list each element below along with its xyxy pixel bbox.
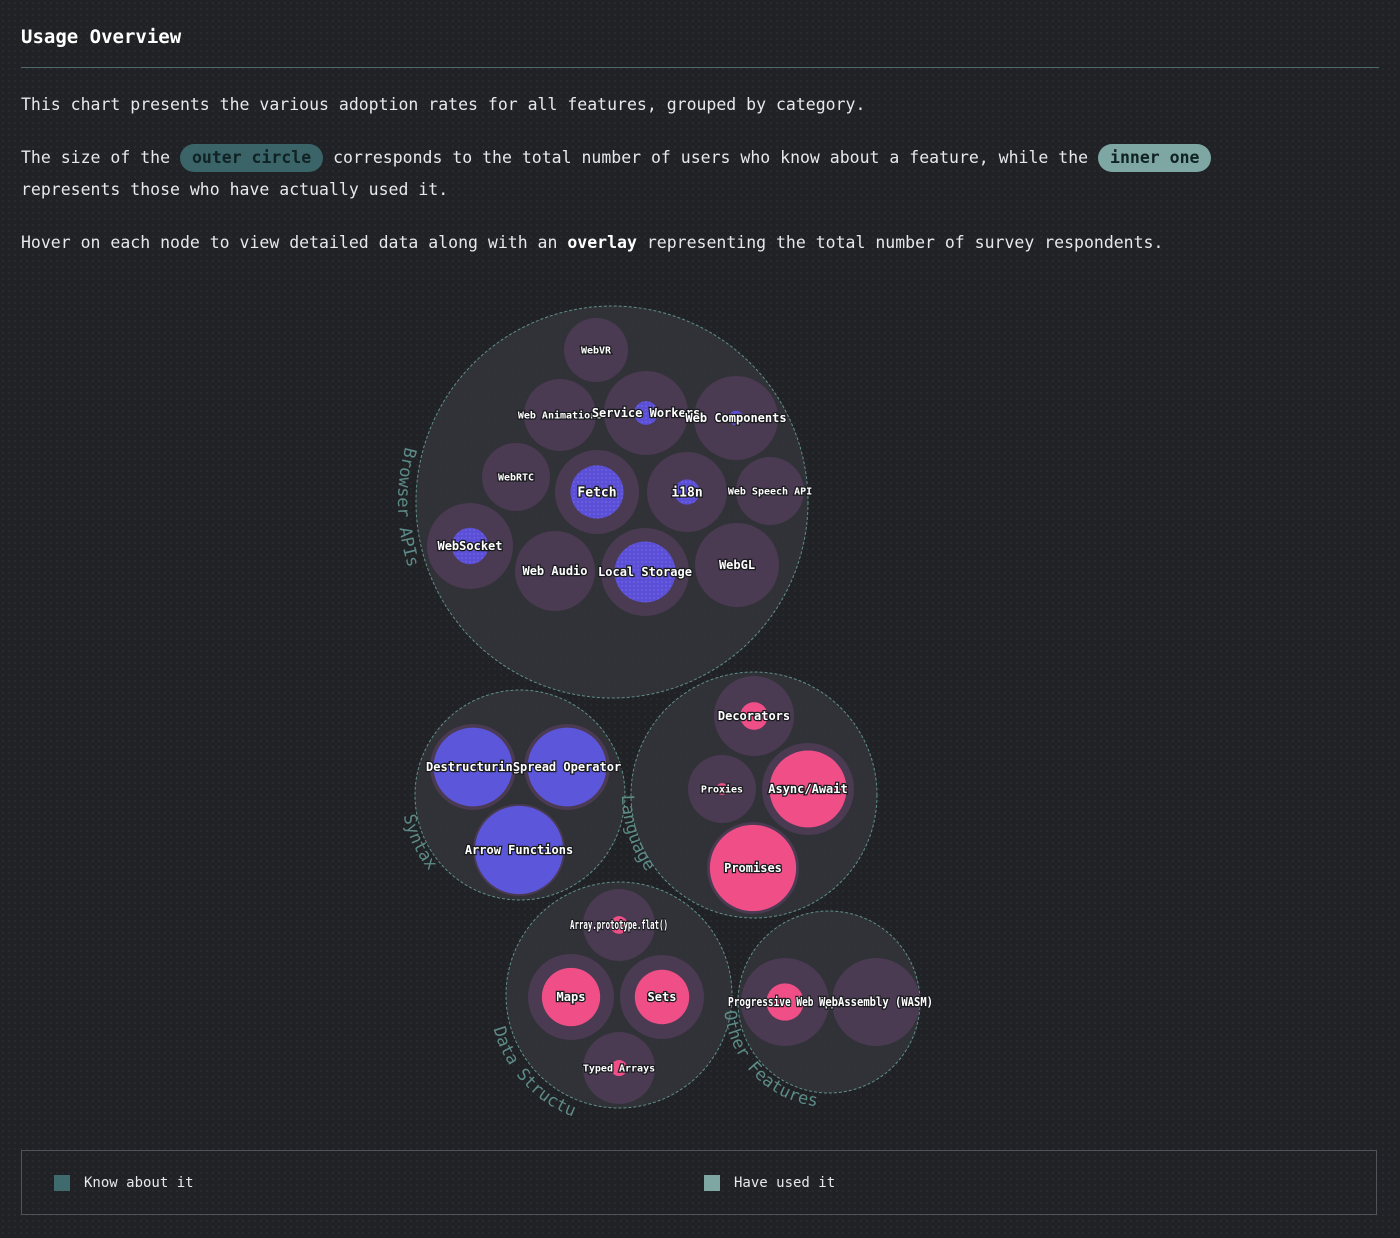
legend-swatch-know <box>54 1175 70 1191</box>
intro-paragraph-2: The size of the outer circle corresponds… <box>21 142 1361 206</box>
feature-used-circle-websocket[interactable] <box>451 527 489 565</box>
feature-label-decorators: Decorators <box>718 709 790 723</box>
feature-label-webrtc: WebRTC <box>498 473 534 484</box>
feature-label-service-workers: Service Workers <box>592 406 700 420</box>
legend-swatch-used <box>704 1175 720 1191</box>
feature-used-circle-web-audio[interactable] <box>551 567 559 575</box>
feature-used-circle-promises[interactable] <box>709 824 797 912</box>
feature-label-i18n: i18n <box>671 486 702 501</box>
feature-label-fetch: Fetch <box>577 486 616 501</box>
feature-know-circle-webvr[interactable] <box>564 318 628 382</box>
feature-used-circle-fetch[interactable] <box>570 465 624 519</box>
feature-used-circle-spread-operator[interactable] <box>527 727 607 807</box>
feature-label-destructuring: Destructuring <box>426 760 520 774</box>
intro-text: The size of the <box>21 148 171 167</box>
feature-used-circle-arrow-functions[interactable] <box>474 805 564 895</box>
feature-used-circle-maps[interactable] <box>541 967 601 1027</box>
feature-label-websocket: WebSocket <box>437 539 502 553</box>
feature-label-webgl: WebGL <box>719 558 755 572</box>
feature-label-arrow-functions: Arrow Functions <box>465 843 573 857</box>
feature-used-circle-web-animations[interactable] <box>556 411 564 419</box>
legend-item-know[interactable]: Know about it <box>54 1175 194 1191</box>
intro-text: representing the total number of survey … <box>646 233 1164 252</box>
feature-label-maps: Maps <box>557 990 586 1004</box>
feature-label-array-prototype-flat: Array.prototype.flat() <box>570 918 668 932</box>
feature-used-circle-proxies[interactable] <box>716 783 728 795</box>
feature-label-webvr: WebVR <box>581 346 612 357</box>
feature-used-circle-local-storage[interactable] <box>614 541 676 603</box>
page-title: Usage Overview <box>21 26 182 48</box>
feature-label-promises: Promises <box>724 861 782 875</box>
feature-label-typed-arrays: Typed Arrays <box>583 1064 655 1075</box>
feature-label-local-storage: Local Storage <box>598 565 692 579</box>
category-circle-data-structures[interactable] <box>505 881 733 1109</box>
feature-know-circle-webrtc[interactable] <box>482 443 550 511</box>
feature-label-web-speech-api: Web Speech API <box>728 487 812 498</box>
legend-label-used: Have used it <box>734 1175 836 1191</box>
feature-used-circle-async-await[interactable] <box>769 750 847 828</box>
feature-label-proxies: Proxies <box>701 784 743 796</box>
feature-used-circle-typed-arrays[interactable] <box>610 1059 628 1077</box>
feature-used-circle-decorators[interactable] <box>740 702 768 730</box>
feature-label-web-components: Web Components <box>685 411 786 425</box>
feature-used-circle-service-workers[interactable] <box>634 401 658 425</box>
legend: Know about it Have used it <box>21 1150 1377 1215</box>
intro-paragraph-3: Hover on each node to view detailed data… <box>21 227 1361 259</box>
feature-used-circle-destructuring[interactable] <box>433 727 513 807</box>
intro-text: corresponds to the total number of users… <box>333 148 1089 167</box>
feature-used-circle-webgl[interactable] <box>732 560 742 570</box>
feature-used-circle-sets[interactable] <box>634 969 690 1025</box>
feature-know-circle-web-speech-api[interactable] <box>736 457 804 525</box>
feature-label-web-audio: Web Audio <box>522 564 587 578</box>
feature-label-web-animations: Web Animations <box>518 410 602 422</box>
inner-one-pill: inner one <box>1098 144 1212 172</box>
outer-circle-pill: outer circle <box>179 144 324 172</box>
feature-used-circle-i18n[interactable] <box>674 479 700 505</box>
feature-label-progressive-web-apps: Progressive Web Apps <box>728 995 842 1009</box>
intro-paragraph-1: This chart presents the various adoption… <box>21 95 866 114</box>
overlay-emphasis: overlay <box>567 233 637 252</box>
feature-know-circle-webassembly-wasm[interactable] <box>832 958 920 1046</box>
feature-used-circle-progressive-web-apps[interactable] <box>766 983 804 1021</box>
feature-label-sets: Sets <box>648 990 677 1004</box>
feature-used-circle-web-components[interactable] <box>728 410 744 426</box>
feature-used-circle-array-prototype-flat[interactable] <box>610 916 628 934</box>
feature-label-webassembly-wasm: WebAssembly (WASM) <box>819 995 933 1009</box>
feature-label-spread-operator: Spread Operator <box>513 760 621 774</box>
title-divider <box>21 67 1379 68</box>
feature-label-async-await: Async/Await <box>768 782 847 796</box>
intro-text: represents those who have actually used … <box>21 180 449 199</box>
intro-text: Hover on each node to view detailed data… <box>21 233 558 252</box>
legend-label-know: Know about it <box>84 1175 194 1191</box>
legend-item-used[interactable]: Have used it <box>704 1175 835 1191</box>
